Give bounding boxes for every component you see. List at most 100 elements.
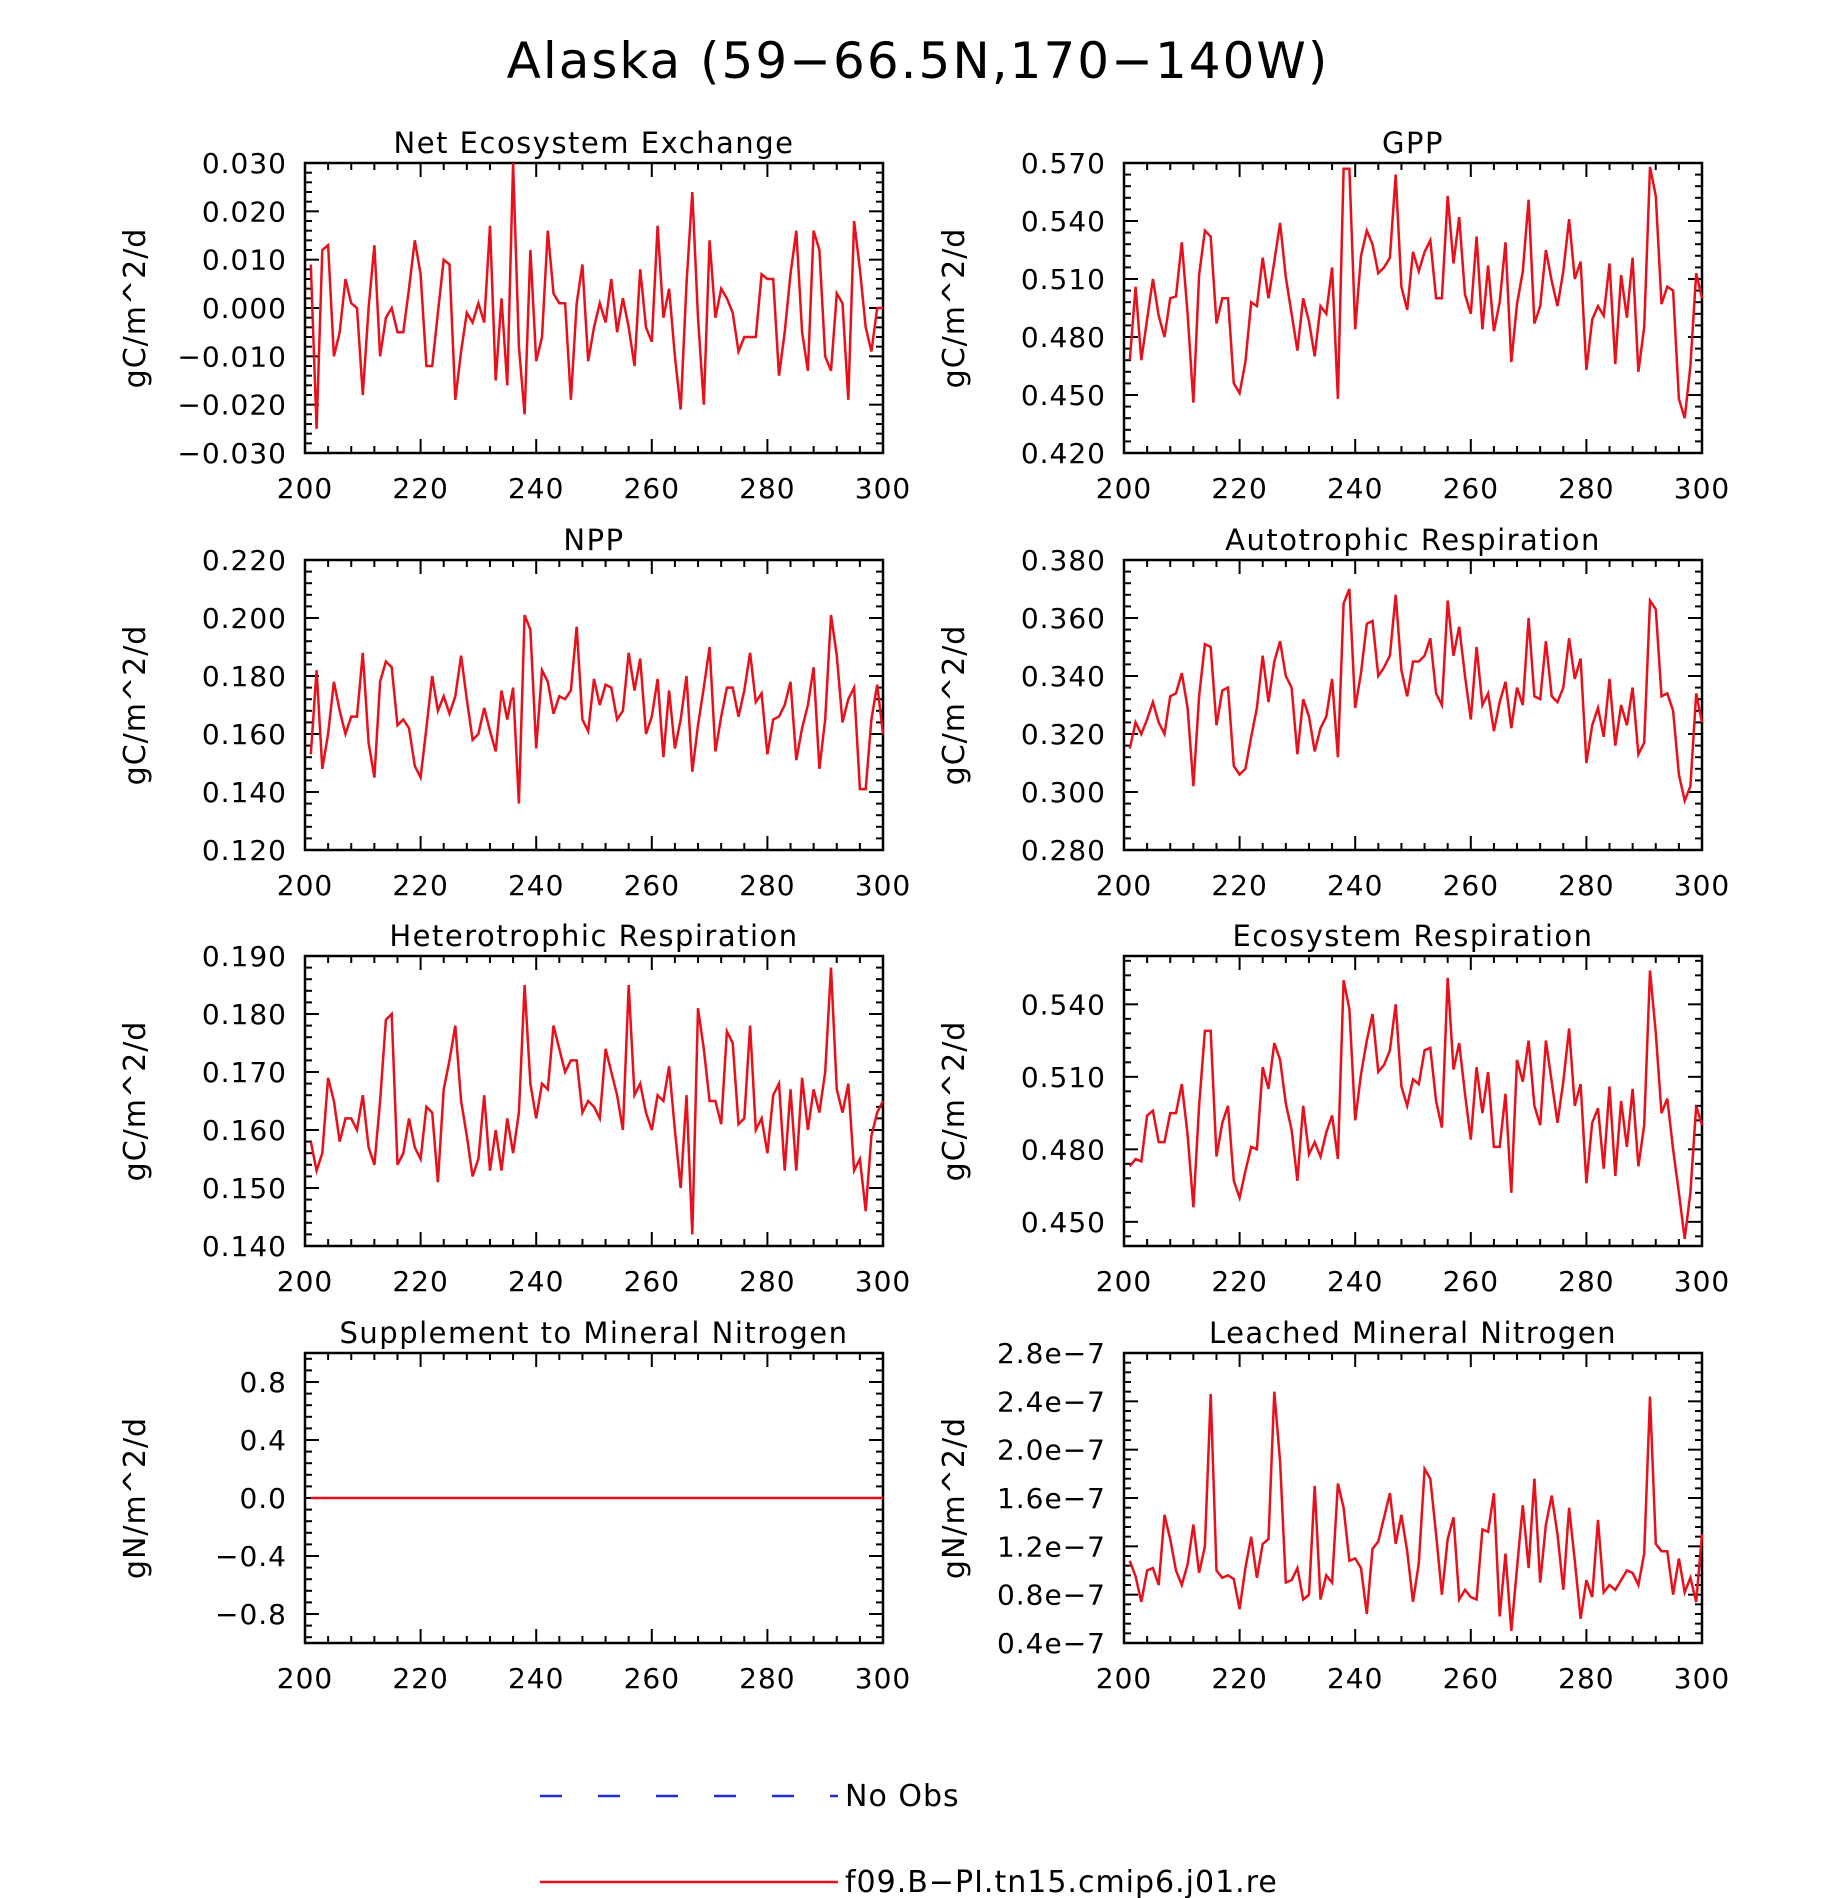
x-tick-label: 240 xyxy=(508,1265,564,1298)
y-tick-label: 0.140 xyxy=(202,1230,287,1263)
y-axis-label: gC/m^2/d xyxy=(937,228,972,389)
panel-heterotrophic-respiration: Heterotrophic Respiration 200 220 240 260 280… xyxy=(118,919,910,1298)
y-tick-label: 0.380 xyxy=(1021,544,1106,577)
x-tick-label: 220 xyxy=(392,1265,448,1298)
y-tick-label: −0.020 xyxy=(177,389,287,422)
x-tick-label: 280 xyxy=(739,472,795,505)
y-tick-label: 0.420 xyxy=(1021,437,1106,470)
x-tick-label: 260 xyxy=(1443,869,1499,902)
y-tick-label: 0.0 xyxy=(239,1482,287,1515)
x-tick-label: 280 xyxy=(1558,869,1614,902)
y-axis-label: gC/m^2/d xyxy=(118,625,153,786)
y-tick-label: 2.0e−7 xyxy=(997,1434,1106,1467)
panels: Net Ecosystem Exchange 200 220 240 260 280 300… xyxy=(118,126,1730,1695)
x-tick-label: 200 xyxy=(1096,472,1152,505)
panel-title: Supplement to Mineral Nitrogen xyxy=(340,1316,849,1350)
y-tick-label: 0.190 xyxy=(202,940,287,973)
y-tick-label: 0.180 xyxy=(202,998,287,1031)
legend-label-model: f09.B−PI.tn15.cmip6.j01.re xyxy=(845,1865,1278,1898)
figure-title: Alaska (59−66.5N,170−140W) xyxy=(507,32,1330,90)
y-tick-label: −0.4 xyxy=(215,1540,287,1573)
x-tick-label: 220 xyxy=(1211,1662,1267,1695)
plot-frame xyxy=(1122,558,1704,852)
y-tick-label: 0.000 xyxy=(202,292,287,325)
x-tick-label: 220 xyxy=(392,472,448,505)
panel-ecosystem-respiration: Ecosystem Respiration 200 220 240 260 280 300 0… xyxy=(937,919,1730,1298)
y-tick-label: 0.4e−7 xyxy=(997,1627,1106,1660)
x-tick-label: 280 xyxy=(1558,1265,1614,1298)
plot-frame xyxy=(1122,954,1704,1248)
x-tick-label: 260 xyxy=(624,1662,680,1695)
x-tick-label: 280 xyxy=(739,1265,795,1298)
y-tick-label: 0.200 xyxy=(202,602,287,635)
legend-label-no-obs: No Obs xyxy=(845,1779,960,1814)
y-tick-label: 0.180 xyxy=(202,660,287,693)
y-tick-label: 1.6e−7 xyxy=(997,1482,1106,1515)
y-tick-label: 0.010 xyxy=(202,244,287,277)
plot-frame xyxy=(303,558,885,852)
y-axis-label: gC/m^2/d xyxy=(937,625,972,786)
x-tick-label: 200 xyxy=(277,1662,333,1695)
y-tick-label: 0.450 xyxy=(1021,1206,1106,1239)
x-tick-label: 260 xyxy=(1443,1662,1499,1695)
x-tick-label: 240 xyxy=(508,869,564,902)
y-tick-label: 0.140 xyxy=(202,776,287,809)
x-tick-label: 200 xyxy=(1096,1662,1152,1695)
series-line xyxy=(1128,970,1704,1239)
panel-title: Net Ecosystem Exchange xyxy=(394,126,795,160)
y-tick-label: 0.160 xyxy=(202,718,287,751)
x-tick-label: 200 xyxy=(277,472,333,505)
y-tick-label: 0.120 xyxy=(202,834,287,867)
x-tick-label: 260 xyxy=(1443,1265,1499,1298)
x-tick-label: 260 xyxy=(624,1265,680,1298)
y-tick-label: 0.150 xyxy=(202,1172,287,1205)
x-tick-label: 300 xyxy=(1674,472,1730,505)
x-tick-label: 200 xyxy=(277,1265,333,1298)
y-tick-label: 0.320 xyxy=(1021,718,1106,751)
y-tick-label: 0.020 xyxy=(202,195,287,228)
series-line xyxy=(309,162,883,429)
panel-supplement-to-mineral-nitrogen: Supplement to Mineral Nitrogen 200 220 240 2… xyxy=(118,1316,911,1695)
panel-title: Ecosystem Respiration xyxy=(1232,919,1593,953)
x-tick-label: 260 xyxy=(624,472,680,505)
x-tick-label: 220 xyxy=(392,869,448,902)
x-tick-label: 300 xyxy=(855,472,911,505)
y-tick-label: 0.480 xyxy=(1021,321,1106,354)
y-tick-label: 0.030 xyxy=(202,147,287,180)
panel-leached-mineral-nitrogen: Leached Mineral Nitrogen 200 220 240 260 280 3… xyxy=(937,1316,1730,1695)
panel-title: GPP xyxy=(1382,126,1444,160)
x-tick-label: 240 xyxy=(1327,1662,1383,1695)
x-tick-label: 300 xyxy=(855,1662,911,1695)
x-tick-label: 240 xyxy=(1327,869,1383,902)
y-tick-label: 0.450 xyxy=(1021,379,1106,412)
x-tick-label: 300 xyxy=(1674,1265,1730,1298)
y-tick-label: 0.300 xyxy=(1021,776,1106,809)
x-tick-label: 240 xyxy=(1327,472,1383,505)
y-axis-label: gN/m^2/d xyxy=(118,1417,153,1579)
y-tick-label: 0.220 xyxy=(202,544,287,577)
plot-frame xyxy=(1122,161,1704,455)
y-tick-label: 0.510 xyxy=(1021,1061,1106,1094)
x-tick-label: 220 xyxy=(1211,472,1267,505)
y-tick-label: 0.360 xyxy=(1021,602,1106,635)
x-tick-label: 280 xyxy=(1558,1662,1614,1695)
x-tick-label: 220 xyxy=(392,1662,448,1695)
series-line xyxy=(309,967,885,1235)
x-tick-label: 220 xyxy=(1211,869,1267,902)
panel-autotrophic-respiration: Autotrophic Respiration 200 220 240 260 280 30… xyxy=(937,523,1729,902)
x-tick-label: 260 xyxy=(624,869,680,902)
panel-title: Heterotrophic Respiration xyxy=(389,919,798,953)
x-tick-label: 300 xyxy=(1674,1662,1730,1695)
y-axis-label: gC/m^2/d xyxy=(118,1021,153,1182)
y-tick-label: 0.340 xyxy=(1021,660,1106,693)
x-tick-label: 260 xyxy=(1443,472,1499,505)
y-tick-label: 0.480 xyxy=(1021,1133,1106,1166)
y-tick-label: 0.170 xyxy=(202,1056,287,1089)
x-tick-label: 240 xyxy=(1327,1265,1383,1298)
series-line xyxy=(1128,588,1704,805)
x-tick-label: 200 xyxy=(277,869,333,902)
y-tick-label: 0.280 xyxy=(1021,834,1106,867)
y-tick-label: 0.160 xyxy=(202,1114,287,1147)
y-tick-label: 2.8e−7 xyxy=(997,1337,1106,1370)
